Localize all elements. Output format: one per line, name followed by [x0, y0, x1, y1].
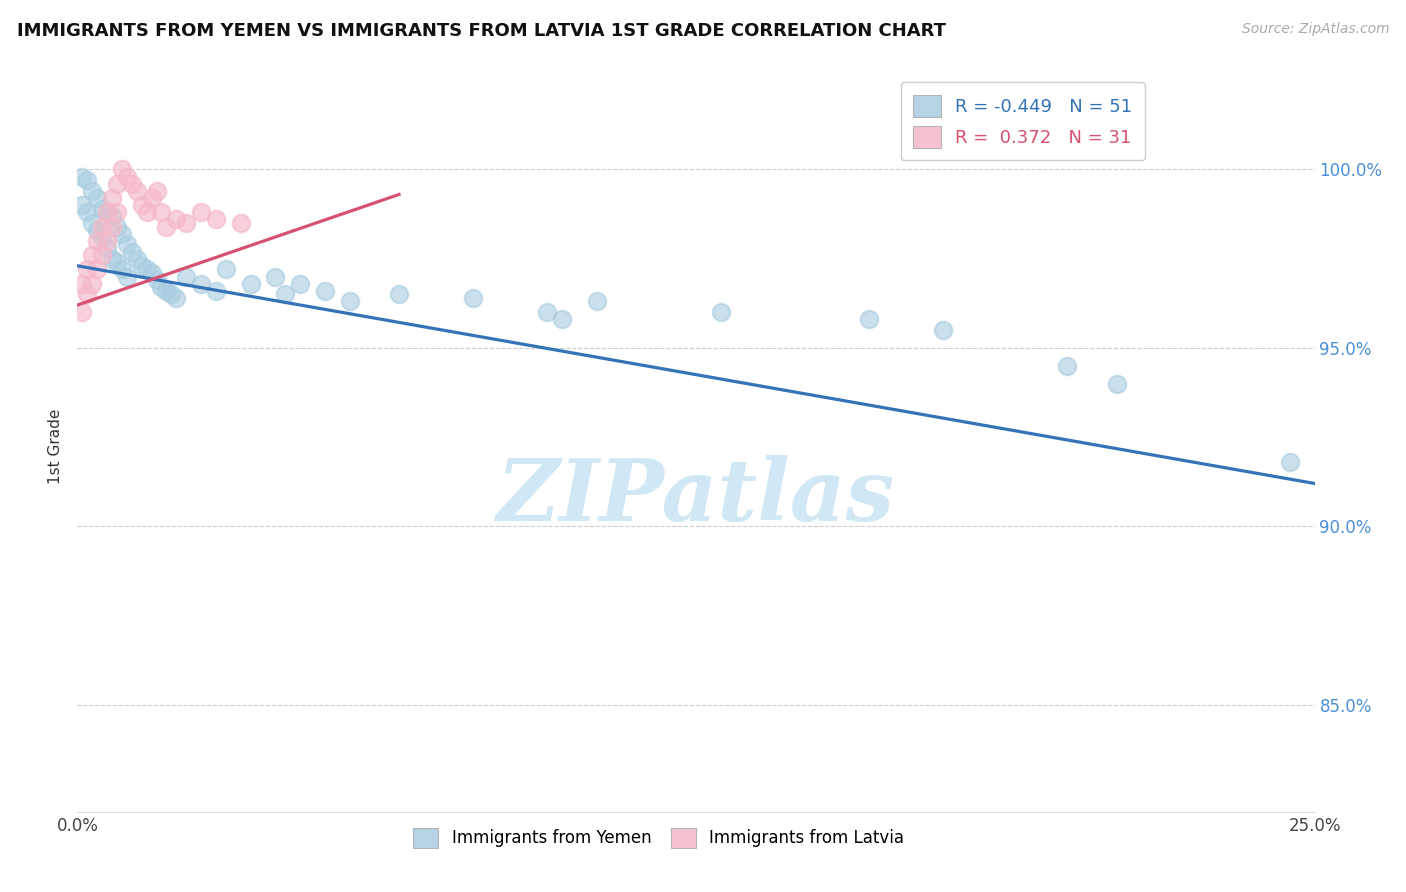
Point — [165, 291, 187, 305]
Point — [72, 198, 94, 212]
Point — [72, 169, 94, 184]
Point — [76, 287, 98, 301]
Point — [115, 237, 138, 252]
Point — [101, 219, 124, 234]
Point — [131, 198, 153, 212]
Point — [91, 219, 114, 234]
Point — [82, 184, 104, 198]
Point — [86, 262, 108, 277]
Point — [86, 234, 108, 248]
Point — [115, 269, 138, 284]
Point — [101, 252, 124, 266]
Text: IMMIGRANTS FROM YEMEN VS IMMIGRANTS FROM LATVIA 1ST GRADE CORRELATION CHART: IMMIGRANTS FROM YEMEN VS IMMIGRANTS FROM… — [17, 22, 946, 40]
Point — [82, 248, 104, 262]
Point — [150, 205, 173, 219]
Y-axis label: 1st Grade: 1st Grade — [48, 409, 63, 483]
Point — [1056, 359, 1078, 373]
Point — [205, 284, 228, 298]
Point — [339, 294, 361, 309]
Point — [72, 277, 94, 291]
Point — [96, 205, 118, 219]
Point — [155, 219, 177, 234]
Text: ZIPatlas: ZIPatlas — [496, 456, 896, 539]
Point — [190, 205, 212, 219]
Point — [155, 284, 177, 298]
Point — [205, 212, 228, 227]
Point — [141, 191, 163, 205]
Point — [1278, 455, 1301, 469]
Point — [86, 223, 108, 237]
Point — [91, 248, 114, 262]
Point — [115, 169, 138, 184]
Point — [111, 262, 134, 277]
Point — [76, 173, 98, 187]
Point — [586, 294, 609, 309]
Point — [190, 277, 212, 291]
Point — [82, 277, 104, 291]
Point — [150, 280, 173, 294]
Point — [76, 205, 98, 219]
Point — [229, 216, 252, 230]
Point — [96, 234, 118, 248]
Point — [105, 205, 128, 219]
Point — [121, 244, 143, 259]
Point — [551, 312, 574, 326]
Point — [274, 287, 297, 301]
Point — [96, 241, 118, 255]
Point — [135, 262, 157, 277]
Point — [121, 177, 143, 191]
Point — [105, 219, 128, 234]
Point — [91, 230, 114, 244]
Point — [101, 209, 124, 223]
Point — [82, 216, 104, 230]
Point — [264, 269, 287, 284]
Point — [105, 255, 128, 269]
Point — [710, 305, 733, 319]
Point — [125, 184, 148, 198]
Point — [101, 191, 124, 205]
Point — [96, 205, 118, 219]
Point — [174, 269, 197, 284]
Point — [932, 323, 955, 337]
Point — [165, 212, 187, 227]
Text: Source: ZipAtlas.com: Source: ZipAtlas.com — [1241, 22, 1389, 37]
Point — [145, 273, 167, 287]
Point — [215, 262, 238, 277]
Point — [288, 277, 311, 291]
Point — [1105, 376, 1128, 391]
Point — [111, 227, 134, 241]
Point — [86, 191, 108, 205]
Point — [131, 259, 153, 273]
Legend: Immigrants from Yemen, Immigrants from Latvia: Immigrants from Yemen, Immigrants from L… — [406, 821, 911, 855]
Point — [141, 266, 163, 280]
Point — [91, 202, 114, 216]
Point — [105, 177, 128, 191]
Point — [160, 287, 183, 301]
Point — [388, 287, 411, 301]
Point — [135, 205, 157, 219]
Point — [536, 305, 558, 319]
Point — [463, 291, 485, 305]
Point — [858, 312, 880, 326]
Point — [125, 252, 148, 266]
Point — [239, 277, 262, 291]
Point — [174, 216, 197, 230]
Point — [145, 184, 167, 198]
Point — [314, 284, 336, 298]
Point — [111, 162, 134, 177]
Point — [72, 305, 94, 319]
Point — [76, 262, 98, 277]
